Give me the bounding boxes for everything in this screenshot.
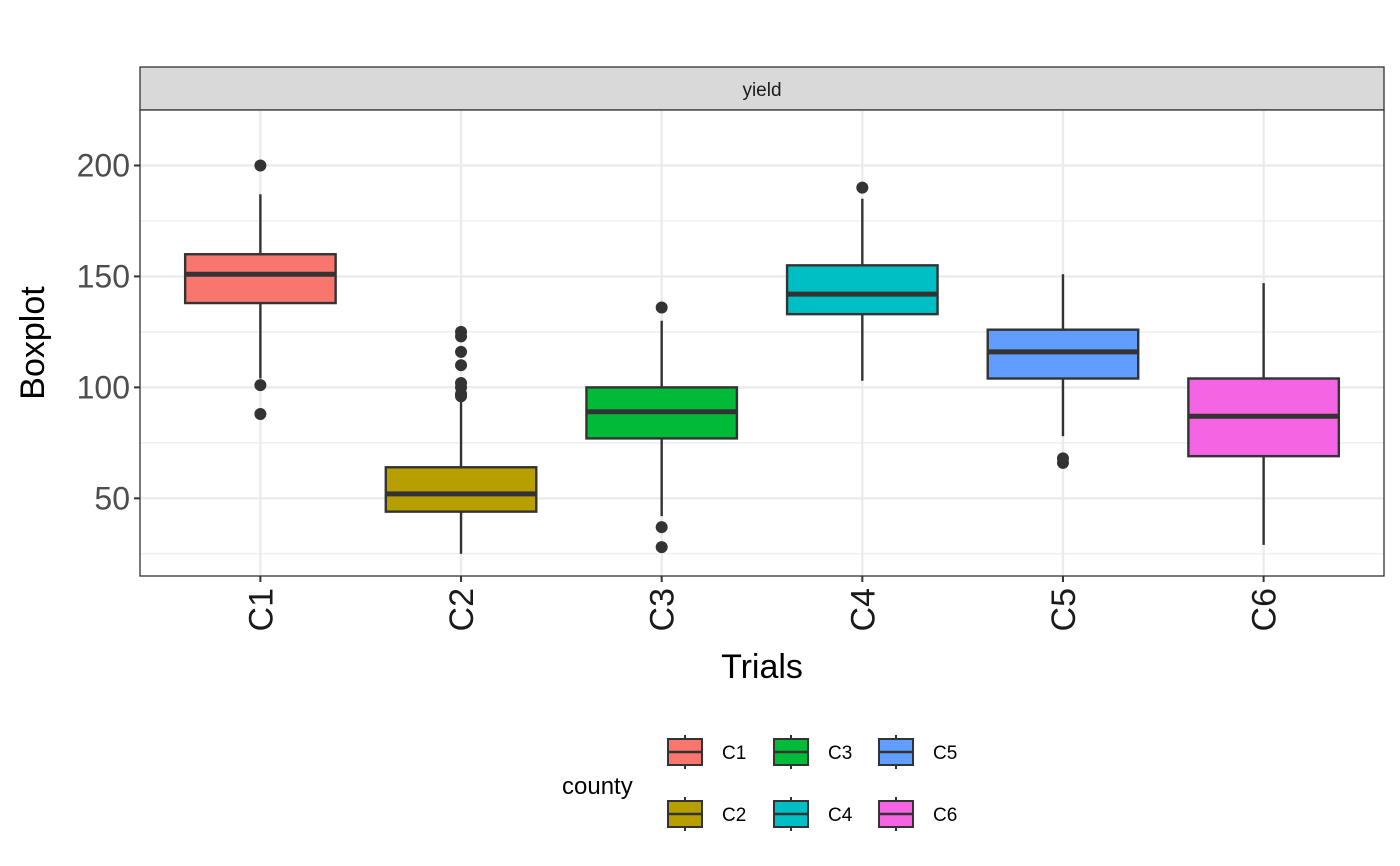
x-tick-label: C4 (844, 588, 882, 631)
facet-strip (139, 66, 1385, 111)
outlier-point (254, 379, 267, 392)
outlier-point (655, 541, 668, 554)
x-tick-label: C1 (242, 588, 280, 631)
y-axis: 50 100 150 200 (77, 147, 140, 516)
box-layer (183, 159, 1341, 554)
facet-label: yield (742, 80, 781, 101)
legend-item-C4: C4 (773, 797, 853, 831)
outlier-point (856, 181, 869, 194)
outlier-point (1056, 456, 1069, 469)
x-tick-label: C2 (443, 588, 481, 631)
legend-item-C5: C5 (878, 735, 957, 769)
x-axis: C1 C2 C3 C4 C5 C6 (242, 576, 1284, 631)
box-C6 (1187, 283, 1341, 545)
grid-lines (140, 110, 1384, 576)
box-C4 (785, 181, 939, 381)
box-C2 (384, 325, 538, 554)
legend-item-C3: C3 (773, 735, 852, 769)
legend-item-C6: C6 (878, 797, 957, 831)
plot-panel (140, 110, 1384, 576)
box-C1 (183, 159, 337, 421)
outlier-point (455, 345, 468, 358)
legend-label: C3 (828, 743, 852, 764)
outlier-point (254, 159, 267, 172)
x-tick-label: C3 (644, 588, 682, 631)
x-axis-title: Trials (721, 648, 803, 686)
plot-panel-border (139, 109, 1385, 577)
box-iqr (785, 264, 939, 316)
legend-item-C1: C1 (667, 735, 746, 769)
legend-label: C2 (722, 805, 746, 826)
x-tick-label: C5 (1045, 588, 1083, 631)
y-axis-title: Boxplot (14, 286, 52, 400)
outlier-point (655, 521, 668, 534)
outlier-point (455, 359, 468, 372)
box-iqr (384, 466, 538, 513)
legend-label: C4 (828, 805, 853, 826)
legend: C1 C2 C3 C4 C5 C6 (667, 735, 957, 831)
y-tick-label: 200 (77, 147, 130, 183)
y-tick-label: 150 (77, 258, 130, 294)
legend-title: county (562, 773, 633, 800)
y-tick-label: 50 (94, 480, 130, 516)
outlier-point (455, 330, 468, 343)
outlier-point (455, 390, 468, 403)
x-tick-label: C6 (1246, 588, 1284, 631)
legend-item-C2: C2 (667, 797, 746, 831)
outlier-point (254, 408, 267, 421)
box-C3 (585, 301, 739, 554)
y-tick-label: 100 (77, 369, 130, 405)
legend-label: C1 (722, 743, 746, 764)
box-iqr (183, 253, 337, 305)
legend-label: C6 (933, 805, 957, 826)
box-C5 (986, 274, 1140, 469)
outlier-point (655, 301, 668, 314)
legend-label: C5 (933, 743, 957, 764)
